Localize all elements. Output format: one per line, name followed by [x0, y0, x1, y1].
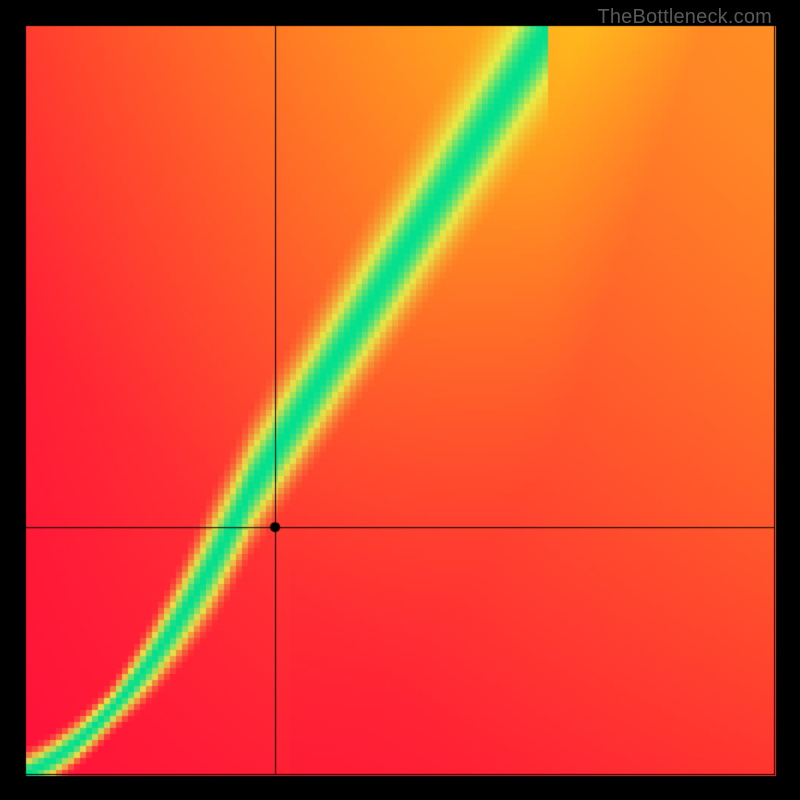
heatmap-canvas	[0, 0, 800, 800]
watermark-text: TheBottleneck.com	[597, 6, 772, 29]
chart-container: TheBottleneck.com	[0, 0, 800, 800]
